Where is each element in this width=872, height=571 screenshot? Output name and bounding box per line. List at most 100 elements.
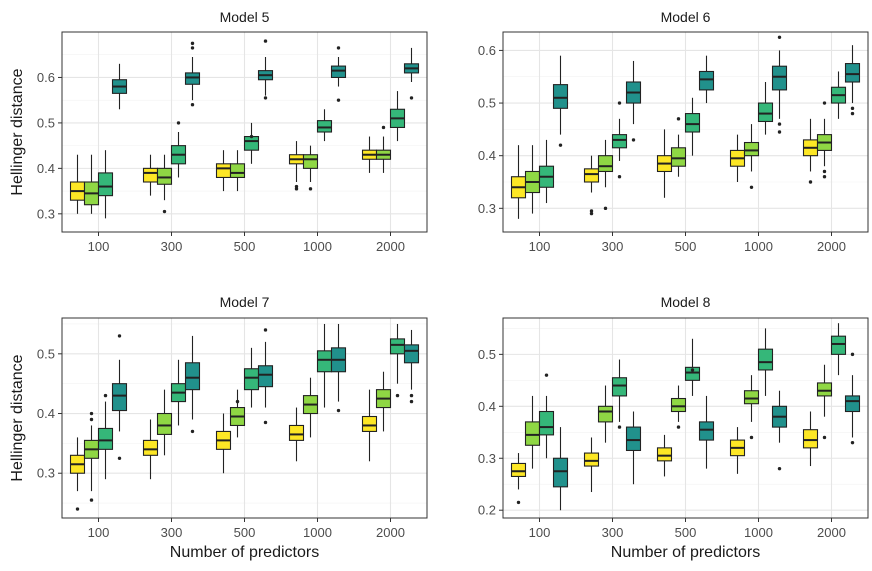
x-tick-label: 2000 — [817, 239, 846, 254]
outlier-point — [631, 138, 636, 142]
box-iqr — [698, 421, 715, 441]
outlier-point — [190, 429, 195, 434]
box-iqr — [698, 70, 715, 91]
y-tick-label: 0.4 — [37, 406, 55, 421]
outlier-point — [190, 46, 195, 50]
box-iqr — [611, 134, 628, 149]
box-iqr — [361, 415, 378, 432]
box-1000-series-1 — [729, 134, 746, 182]
box-300-series-2 — [597, 139, 614, 211]
box-iqr — [538, 410, 555, 436]
box-iqr — [583, 452, 600, 467]
box-300-series-3 — [170, 359, 187, 426]
x-tick-label: 2000 — [376, 239, 405, 254]
box-300-series-4 — [184, 41, 201, 107]
box-1000-series-1 — [288, 407, 305, 462]
x-tick-label: 300 — [602, 239, 624, 254]
box-iqr — [184, 362, 201, 391]
x-axis-title: Number of predictors — [170, 544, 319, 561]
box-300-series-4 — [184, 335, 201, 434]
box-iqr — [802, 429, 819, 449]
outlier-point — [117, 334, 122, 338]
outlier-point — [235, 399, 240, 404]
box-500-series-1 — [215, 150, 232, 192]
x-tick-label: 100 — [529, 239, 551, 254]
box-iqr — [597, 405, 614, 423]
outlier-point — [89, 498, 94, 502]
box-iqr — [757, 348, 774, 371]
box-300-series-1 — [583, 155, 600, 216]
outlier-point — [749, 435, 754, 440]
outlier-point — [336, 46, 341, 50]
box-100-series-4 — [552, 427, 569, 511]
outlier-point — [409, 393, 414, 398]
panel-title: Model 7 — [220, 294, 270, 310]
box-iqr — [771, 65, 788, 91]
outlier-point — [589, 211, 594, 216]
outlier-point — [381, 125, 386, 130]
box-iqr — [684, 366, 701, 381]
box-iqr — [510, 462, 527, 477]
box-iqr — [215, 163, 232, 179]
box-1000-series-3 — [757, 82, 774, 135]
panel-2: 0.3 0.4 0.5 0.6 100 300 500 1000 2000 Model 6 — [478, 9, 869, 254]
box-1000-series-4 — [771, 390, 788, 471]
box-1000-series-1 — [729, 427, 746, 474]
y-tick-label: 0.3 — [478, 201, 496, 216]
y-axis-title: Hellinger distance — [9, 68, 26, 195]
x-tick-label: 2000 — [817, 525, 846, 540]
box-100-series-4 — [552, 55, 569, 147]
box-iqr — [403, 344, 420, 364]
box-iqr — [552, 84, 569, 109]
panel-3: 0.3 0.4 0.5 100 300 500 1000 2000 Model 7 — [37, 294, 428, 540]
box-500-series-1 — [656, 434, 673, 477]
outlier-point — [263, 96, 268, 100]
outlier-point — [176, 121, 181, 125]
x-tick-label: 1000 — [303, 525, 332, 540]
box-iqr — [97, 172, 114, 197]
box-iqr — [684, 113, 701, 133]
box-100-series-3 — [97, 393, 114, 480]
box-iqr — [330, 65, 347, 79]
box-300-series-1 — [142, 419, 159, 480]
x-tick-label: 1000 — [744, 525, 773, 540]
box-2000-series-4 — [403, 47, 420, 100]
outlier-point — [89, 417, 94, 422]
box-iqr — [597, 155, 614, 173]
y-tick-label: 0.3 — [37, 466, 55, 481]
x-tick-label: 100 — [88, 525, 110, 540]
box-iqr — [583, 168, 600, 183]
box-500-series-4 — [698, 395, 715, 469]
box-1000-series-2 — [743, 124, 760, 189]
box-iqr — [111, 383, 128, 412]
x-tick-label: 300 — [161, 525, 183, 540]
box-2000-series-3 — [389, 323, 406, 398]
outlier-point — [822, 175, 827, 179]
outlier-point — [89, 411, 94, 416]
y-tick-label: 0.5 — [478, 96, 496, 111]
box-2000-series-3 — [830, 71, 847, 119]
outlier-point — [308, 187, 313, 191]
x-tick-label: 100 — [88, 239, 110, 254]
box-500-series-4 — [257, 328, 274, 425]
box-2000-series-1 — [802, 411, 819, 467]
x-tick-label: 1000 — [744, 239, 773, 254]
panel-1: 0.3 0.4 0.5 0.6 100 300 500 1000 2000 Model 5 — [37, 9, 428, 254]
outlier-point — [617, 101, 622, 105]
panel-title: Model 6 — [661, 9, 711, 25]
box-iqr — [830, 335, 847, 355]
box-iqr — [156, 412, 173, 435]
box-300-series-2 — [156, 389, 173, 456]
box-100-series-1 — [510, 145, 527, 219]
x-axis-title: Number of predictors — [611, 544, 760, 561]
y-tick-label: 0.3 — [478, 451, 496, 466]
box-2000-series-4 — [844, 45, 861, 116]
y-axis-title: Hellinger distance — [9, 354, 26, 481]
outlier-point — [558, 143, 563, 147]
outlier-point — [822, 435, 827, 440]
box-1000-series-4 — [330, 46, 347, 102]
outlier-point — [617, 425, 622, 429]
box-100-series-2 — [524, 395, 541, 469]
box-2000-series-2 — [375, 371, 392, 432]
